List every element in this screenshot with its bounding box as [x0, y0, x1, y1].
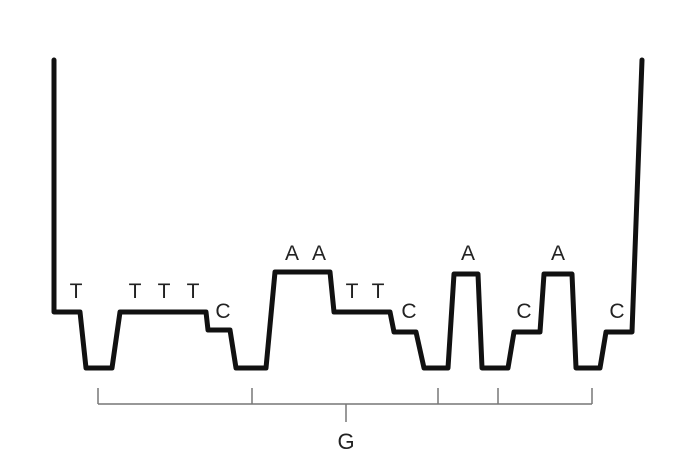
base-label: A	[285, 242, 299, 265]
base-label: C	[609, 300, 624, 323]
base-label: A	[312, 242, 326, 265]
base-label: T	[346, 280, 359, 303]
bracket: G	[97, 388, 593, 454]
base-label: T	[187, 280, 200, 303]
base-label: T	[372, 280, 385, 303]
base-label: C	[215, 300, 230, 323]
base-label: T	[158, 280, 171, 303]
base-label: A	[461, 242, 475, 265]
base-label: T	[129, 280, 142, 303]
current-trace-line	[51, 57, 645, 371]
base-label: C	[401, 300, 416, 323]
base-label: T	[70, 280, 83, 303]
bracket-label: G	[337, 429, 354, 454]
base-label: C	[516, 300, 531, 323]
base-label: A	[551, 242, 565, 265]
base-labels: T T T T C A A T T C A C A C	[70, 242, 625, 323]
